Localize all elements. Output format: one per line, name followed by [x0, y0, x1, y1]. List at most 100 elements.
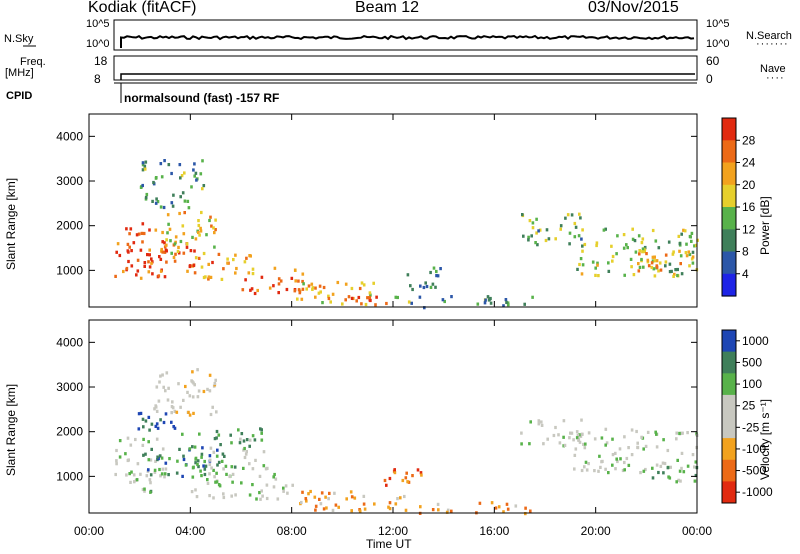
colorbar-swatch	[722, 229, 736, 253]
heatmap-cell	[524, 512, 527, 516]
heatmap-cell	[222, 467, 225, 471]
heatmap-cell	[304, 497, 308, 501]
heatmap-cell	[115, 250, 118, 254]
heatmap-cell	[676, 273, 679, 278]
heatmap-cell	[181, 224, 185, 228]
nsky-label: N.Sky	[4, 33, 34, 45]
heatmap-cell	[145, 192, 149, 197]
heatmap-cell	[222, 492, 225, 496]
heatmap-cell	[672, 250, 675, 254]
heatmap-cell	[151, 199, 154, 203]
heatmap-cell	[213, 437, 217, 441]
heatmap-cell	[162, 385, 165, 389]
heatmap-cell	[193, 174, 196, 178]
colorbar-swatch	[722, 351, 736, 374]
heatmap-cell	[260, 431, 263, 435]
heatmap-cell	[521, 213, 524, 217]
heatmap-cell	[193, 383, 196, 387]
velocity-colorbar-label: Velocity [m s⁻¹]	[758, 398, 772, 480]
heatmap-cell	[190, 185, 193, 189]
heatmap-cell	[194, 461, 197, 465]
heatmap-cell	[214, 378, 217, 382]
nsky-trace	[120, 34, 695, 48]
heatmap-cell	[604, 227, 607, 231]
heatmap-cell	[651, 476, 655, 480]
heatmap-cell	[431, 508, 435, 512]
heatmap-cell	[212, 226, 215, 230]
heatmap-cell	[573, 467, 576, 471]
heatmap-cell	[134, 437, 137, 442]
heatmap-cell	[163, 241, 166, 245]
heatmap-cell	[650, 265, 654, 270]
heatmap-cell	[232, 258, 235, 262]
heatmap-cell	[162, 420, 166, 425]
heatmap-cell	[435, 269, 438, 274]
heatmap-cell	[155, 197, 158, 201]
heatmap-cell	[242, 466, 245, 470]
heatmap-cell	[207, 275, 211, 279]
heatmap-cell	[394, 502, 398, 506]
heatmap-cell	[347, 295, 351, 299]
heatmap-cell	[598, 454, 601, 458]
heatmap-cell	[399, 496, 402, 500]
heatmap-cell	[529, 509, 532, 513]
heatmap-cell	[420, 473, 423, 477]
heatmap-cell	[344, 298, 347, 302]
heatmap-cell	[327, 497, 330, 501]
heatmap-cell	[248, 462, 251, 466]
heatmap-cell	[160, 472, 164, 476]
colorbar-swatch	[722, 416, 736, 439]
colorbar-swatch	[722, 118, 736, 141]
heatmap-cell	[243, 446, 246, 451]
heatmap-cell	[268, 286, 272, 290]
heatmap-cell	[167, 222, 170, 226]
heatmap-cell	[637, 269, 641, 273]
heatmap-cell	[173, 242, 177, 246]
heatmap-cell	[183, 171, 186, 175]
heatmap-cell	[393, 471, 397, 475]
heatmap-cell	[149, 473, 153, 477]
heatmap-cell	[694, 460, 698, 464]
heatmap-cell	[653, 255, 656, 259]
heatmap-cell	[583, 446, 587, 450]
heatmap-cell	[260, 275, 264, 279]
heatmap-cell	[234, 271, 237, 275]
heatmap-cell	[197, 465, 200, 469]
heatmap-cell	[490, 501, 494, 505]
heatmap-cell	[641, 237, 645, 241]
heatmap-cell	[260, 438, 264, 442]
colorbar-layer: 4 8 12 16 20 24 28 1000 500 100 25 -25 -100 -500 -1000	[721, 117, 773, 504]
heatmap-cell	[337, 505, 340, 509]
heatmap-cell	[126, 436, 130, 440]
heatmap-cell	[658, 261, 662, 265]
colorbar-tick-label: 28	[742, 133, 756, 147]
heatmap-cell	[256, 288, 259, 293]
heatmap-cell	[241, 288, 245, 292]
heatmap-cell	[135, 233, 139, 237]
heatmap-cell	[203, 472, 207, 477]
heatmap-cell	[286, 491, 289, 495]
heatmap-cell	[636, 441, 639, 445]
heatmap-cell	[231, 480, 234, 484]
heatmap-cell	[277, 277, 281, 281]
x-tick-label: 16:00	[479, 524, 509, 538]
heatmap-cell	[647, 264, 651, 268]
heatmap-cell	[597, 274, 600, 278]
nsky-panel	[113, 19, 698, 51]
heatmap-cell	[668, 270, 672, 274]
heatmap-cell	[419, 284, 422, 288]
heatmap-cell	[385, 483, 388, 487]
heatmap-cell	[478, 501, 482, 505]
heatmap-cell	[166, 213, 170, 217]
heatmap-cell	[137, 427, 141, 431]
heatmap-cell	[578, 212, 581, 216]
heatmap-cell	[233, 465, 237, 469]
heatmap-cell	[214, 228, 217, 232]
heatmap-cell	[148, 228, 151, 232]
heatmap-cell	[200, 455, 203, 459]
heatmap-cell	[239, 437, 242, 441]
heatmap-cell	[542, 442, 545, 446]
velocity-ylabel: Slant Range [km]	[4, 383, 18, 476]
heatmap-cell	[174, 240, 177, 244]
heatmap-cell	[272, 485, 276, 489]
